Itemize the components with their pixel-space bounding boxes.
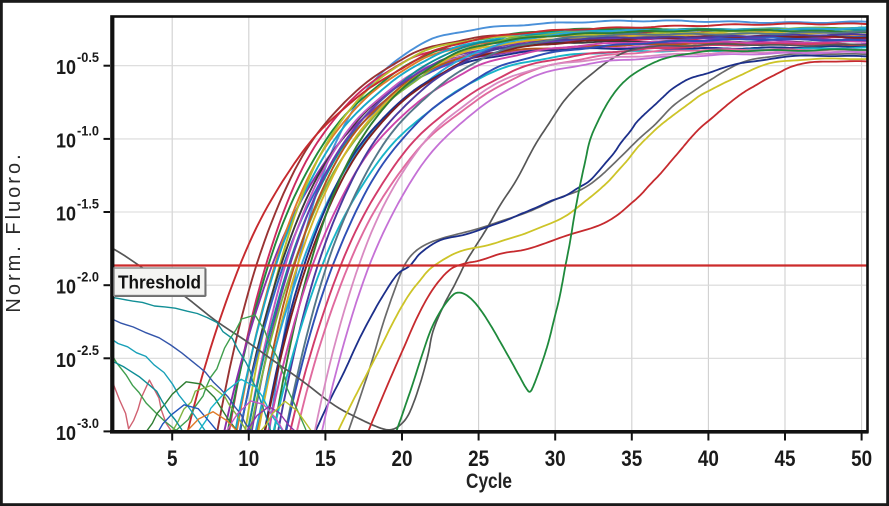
svg-text:10: 10 [56, 56, 76, 79]
svg-text:10: 10 [56, 203, 76, 226]
svg-text:Cycle: Cycle [466, 470, 512, 493]
svg-text:10: 10 [56, 422, 76, 445]
svg-text:10: 10 [56, 276, 76, 299]
svg-text:10: 10 [56, 129, 76, 152]
svg-text:-3.0: -3.0 [77, 415, 99, 431]
svg-text:50: 50 [851, 446, 872, 471]
svg-text:25: 25 [468, 446, 489, 471]
svg-text:Threshold: Threshold [118, 272, 201, 293]
svg-text:30: 30 [545, 446, 566, 471]
svg-text:-1.5: -1.5 [77, 196, 99, 212]
svg-text:35: 35 [621, 446, 642, 471]
svg-text:20: 20 [392, 446, 413, 471]
svg-text:-1.0: -1.0 [77, 122, 99, 138]
svg-text:Norm. Fluoro.: Norm. Fluoro. [3, 151, 25, 312]
svg-text:10: 10 [238, 446, 259, 471]
svg-text:5: 5 [167, 446, 178, 471]
svg-text:15: 15 [315, 446, 336, 471]
svg-text:-2.5: -2.5 [77, 342, 99, 358]
svg-text:-2.0: -2.0 [77, 269, 99, 285]
svg-text:10: 10 [56, 349, 76, 372]
svg-text:45: 45 [775, 446, 796, 471]
svg-text:-0.5: -0.5 [77, 49, 99, 65]
svg-text:40: 40 [698, 446, 719, 471]
